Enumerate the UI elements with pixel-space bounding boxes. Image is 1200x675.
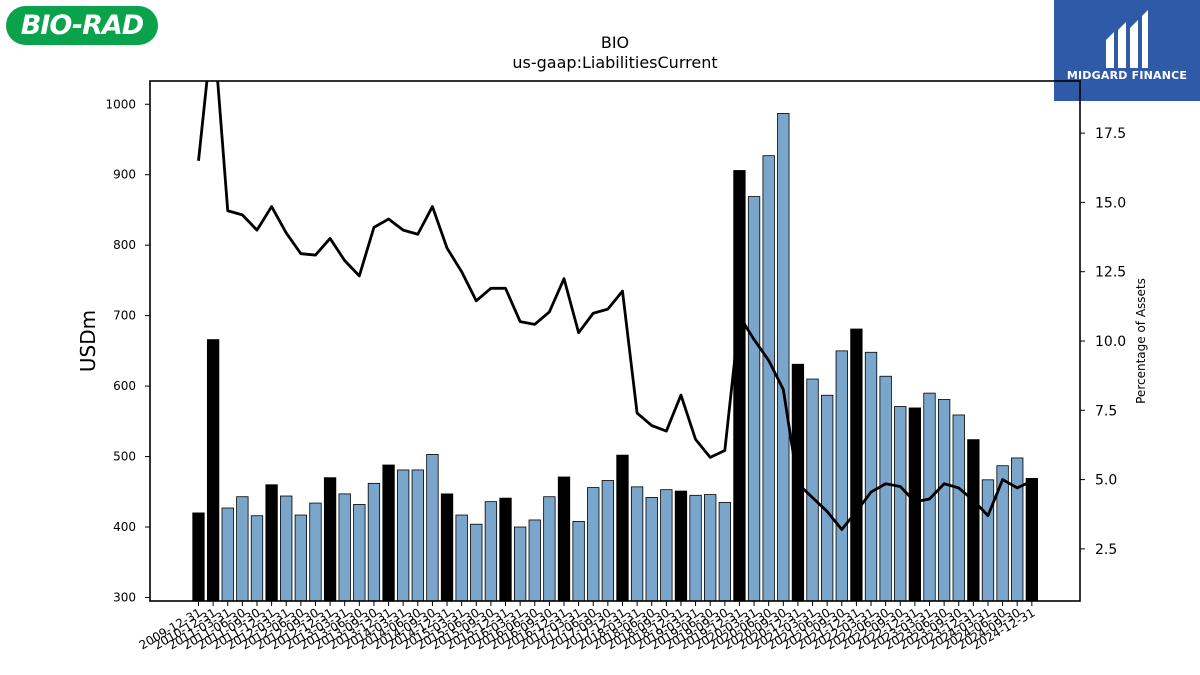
bar-2024-12-31: [1025, 477, 1038, 602]
bars-layer: [192, 113, 1038, 602]
chart-title: BIO: [601, 33, 629, 52]
midgard-finance-logo: MIDGARD FINANCE: [1054, 0, 1200, 101]
y2-tick-label-17.5: 17.5: [1095, 126, 1126, 142]
percentage-line: [197, 81, 1033, 531]
bar-2011-03-31: [221, 507, 234, 602]
bar-2023-06-30: [937, 399, 951, 602]
bar-2012-09-30: [309, 502, 322, 602]
bio-rad-logo: BIO-RAD: [6, 6, 158, 45]
bar-2011-12-31: [265, 484, 278, 602]
bar-2021-06-30: [821, 394, 834, 602]
bio-rad-logo-text: BIO-RAD: [20, 10, 144, 41]
y-tick-label-900: 900: [113, 168, 136, 182]
bar-2019-12-31: [733, 170, 746, 602]
bar-2017-03-31: [572, 520, 585, 602]
bar-2012-12-31: [323, 477, 337, 602]
bar-2022-03-31: [864, 351, 878, 602]
bar-2009-12-31: [192, 512, 205, 602]
bar-2017-12-31: [616, 454, 629, 602]
bar-2022-09-30: [894, 406, 907, 602]
bar-2014-09-30: [426, 454, 439, 602]
bar-2024-03-31: [981, 479, 995, 602]
bar-2020-09-30: [777, 113, 790, 602]
y2-tick-label-7.5: 7.5: [1095, 403, 1117, 419]
bar-2013-03-31: [338, 493, 351, 602]
bar-2021-09-30: [835, 350, 848, 602]
bar-2011-06-30: [236, 496, 249, 602]
bar-2020-03-31: [747, 196, 761, 602]
bar-2014-12-31: [440, 493, 454, 602]
plot-frame: [149, 80, 1081, 602]
bar-2017-09-30: [601, 480, 615, 602]
bar-2016-03-31: [513, 526, 527, 602]
bar-2011-09-30: [250, 515, 264, 602]
y2-tick-label-5: 5.0: [1095, 473, 1117, 489]
y-tick-label-800: 800: [113, 238, 136, 252]
bar-2015-09-30: [484, 501, 498, 602]
bar-2023-12-31: [967, 439, 980, 602]
y2-tick-label-10: 10.0: [1095, 334, 1126, 350]
bar-2012-03-31: [280, 495, 293, 602]
y-tick-label-700: 700: [113, 309, 136, 323]
bar-2014-06-30: [411, 469, 424, 602]
bar-2018-09-30: [660, 489, 673, 602]
bar-2014-03-31: [397, 469, 410, 602]
bar-2018-03-31: [630, 486, 644, 602]
bar-2016-12-31: [557, 476, 571, 602]
bar-2020-06-30: [762, 155, 775, 602]
bar-2013-09-30: [367, 482, 381, 602]
bar-2021-12-31: [850, 328, 863, 602]
bar-2017-06-30: [587, 487, 600, 602]
bar-2016-06-30: [528, 519, 541, 602]
bar-2021-03-31: [806, 378, 819, 602]
y-tick-label-300: 300: [113, 590, 136, 604]
bar-2013-06-30: [353, 504, 366, 602]
y2-tick-label-12.5: 12.5: [1095, 265, 1126, 281]
y-tick-label-400: 400: [113, 520, 136, 534]
y-tick-label-1000: 1000: [105, 97, 136, 111]
y-tick-label-500: 500: [113, 450, 136, 464]
midgard-mark-icon: [1106, 10, 1148, 68]
bar-2019-03-31: [689, 494, 702, 602]
y2-tick-label-2.5: 2.5: [1095, 542, 1117, 558]
y-tick-label-600: 600: [113, 379, 136, 393]
bar-2013-12-31: [382, 464, 395, 602]
bar-2023-09-30: [952, 414, 965, 602]
y2-axis-label: Percentage of Assets: [1134, 278, 1148, 404]
y-axis-label: USDm: [76, 310, 100, 372]
bar-2018-12-31: [674, 490, 688, 602]
y2-tick-label-15: 15.0: [1095, 195, 1126, 211]
chart-subtitle: us-gaap:LiabilitiesCurrent: [512, 53, 717, 72]
bar-2022-06-30: [879, 375, 892, 602]
bar-2018-06-30: [645, 497, 658, 602]
bar-2015-03-31: [455, 514, 468, 602]
bar-2024-09-30: [1011, 457, 1024, 602]
bar-2022-12-31: [908, 407, 922, 602]
bar-2019-09-30: [718, 501, 731, 602]
bar-2012-06-30: [294, 514, 307, 602]
bar-2015-12-31: [499, 497, 512, 602]
midgard-finance-logo-text: MIDGARD FINANCE: [1066, 69, 1188, 82]
bar-2019-06-30: [704, 494, 717, 602]
bar-2016-09-30: [543, 496, 556, 602]
bar-2010-12-31: [206, 339, 220, 602]
bar-2015-06-30: [470, 523, 483, 602]
